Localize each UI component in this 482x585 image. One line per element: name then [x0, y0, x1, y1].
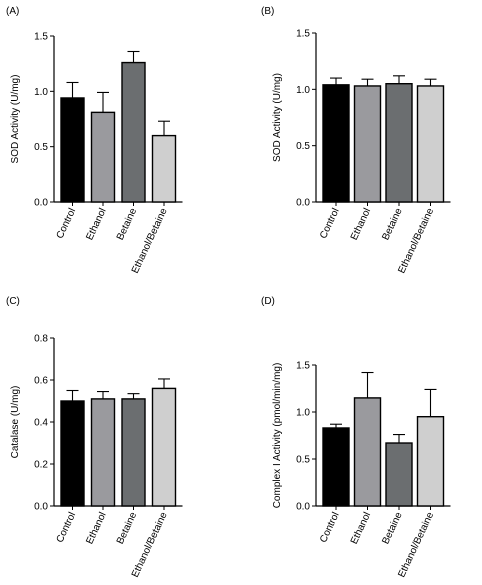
panel-a: (A) 0.0 0.5 1.0 1.5 SOD Activity (U/mg) Contr… [0, 0, 241, 292]
bar [322, 84, 350, 203]
y-axis-label: SOD Activity (U/mg) [272, 73, 283, 162]
x-tick-label: Betaine [115, 206, 139, 242]
x-tick-label: Ethanol/Betaine [396, 206, 436, 275]
y-tick-label: 0.5 [296, 455, 310, 466]
y-tick-label: 0.5 [296, 141, 310, 152]
bar [385, 82, 413, 203]
y-tick-label: 0.2 [34, 460, 48, 471]
x-tick-label: Ethanol [349, 207, 373, 242]
panel-label: (D) [261, 296, 275, 307]
y-tick-label: 1.0 [34, 87, 48, 98]
bar [385, 442, 413, 507]
y-tick-label: 1.0 [296, 85, 310, 96]
panel-c: (C) 0.0 0.2 0.4 0.6 0.8 Catalase (U/mg) Contro… [0, 292, 241, 585]
y-tick-label: 0.5 [34, 142, 48, 153]
chart-c: 0.0 0.2 0.4 0.6 0.8 Catalase (U/mg) Control Eth… [10, 334, 183, 579]
panel-d: (D) 0.0 0.5 1.0 1.5 Complex I Activity (pmol… [241, 292, 482, 585]
x-tick-label: Control [55, 207, 79, 241]
bar [353, 85, 382, 203]
y-tick-label: 0.4 [34, 418, 48, 429]
y-tick-label: 0.6 [34, 376, 48, 387]
y-tick-label: 1.5 [34, 32, 48, 43]
y-tick-label: 1.5 [296, 361, 310, 372]
x-tick-label: Ethanol [349, 511, 373, 546]
bar [90, 398, 116, 507]
panel-label: (C) [6, 296, 20, 307]
x-tick-label: Control [318, 207, 342, 241]
panel-label: (B) [261, 6, 275, 17]
bar [353, 397, 382, 507]
x-tick-label: Ethanol/Betaine [396, 510, 436, 579]
panel-label: (A) [6, 6, 20, 17]
bar [151, 134, 177, 203]
y-tick-label: 1.5 [296, 29, 310, 40]
bar [151, 387, 177, 507]
x-tick-label: Betaine [380, 510, 404, 546]
bar [90, 111, 116, 203]
chart-d: 0.0 0.5 1.0 1.5 Complex I Activity (pmol/min… [272, 361, 451, 579]
x-tick-label: Control [55, 511, 79, 545]
y-tick-label: 0.0 [296, 502, 310, 513]
y-axis-label: Catalase (U/mg) [10, 386, 21, 459]
bar [322, 427, 350, 507]
y-axis-label: SOD Activity (U/mg) [10, 75, 21, 164]
bar [121, 398, 146, 507]
bar [121, 61, 146, 203]
y-tick-label: 0.8 [34, 334, 48, 345]
bar [60, 97, 85, 203]
y-tick-label: 0.0 [34, 198, 48, 209]
bar [416, 415, 445, 507]
bar [60, 400, 85, 507]
x-tick-label: Betaine [115, 510, 139, 546]
chart-a: 0.0 0.5 1.0 1.5 SOD Activity (U/mg) Control Et… [10, 32, 183, 275]
x-tick-label: Control [318, 511, 342, 545]
panel-b: (B) 0.0 0.5 1.0 1.5 SOD Activity (U/mg) Contr… [241, 0, 482, 292]
chart-b: 0.0 0.5 1.0 1.5 SOD Activity (U/mg) Control Et… [272, 29, 451, 275]
x-tick-label: Ethanol [84, 511, 108, 546]
x-tick-label: Betaine [380, 206, 404, 242]
x-tick-label: Ethanol [84, 207, 108, 242]
y-tick-label: 0.0 [296, 198, 310, 209]
y-tick-label: 0.0 [34, 502, 48, 513]
bar [416, 85, 445, 203]
y-tick-label: 1.0 [296, 408, 310, 419]
y-axis-label: Complex I Activity (pmol/min/mg) [272, 363, 283, 509]
